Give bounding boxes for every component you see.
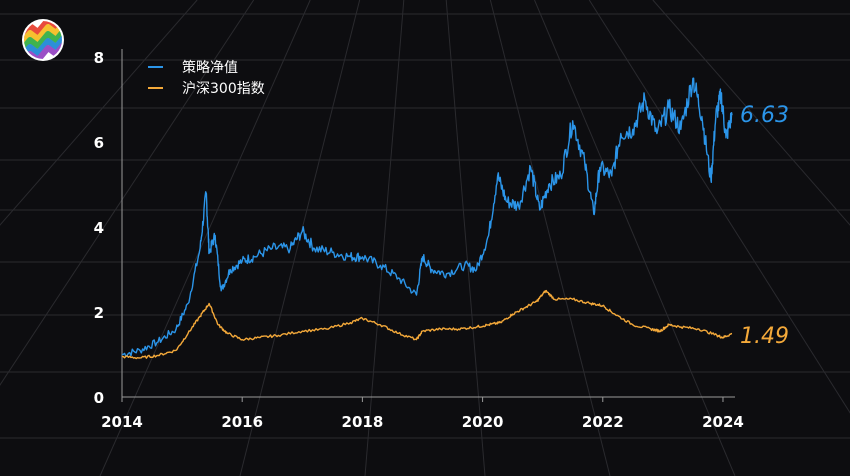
grid-v-line xyxy=(0,0,255,386)
grid-v-line xyxy=(652,0,850,226)
y-tick-label: 4 xyxy=(94,219,104,237)
series-line-index xyxy=(122,289,733,360)
grid-v-line xyxy=(445,0,486,476)
x-tick-label: 2018 xyxy=(342,413,384,431)
end-value-strategy: 6.63 xyxy=(740,103,789,128)
x-tick-label: 2014 xyxy=(101,413,143,431)
legend-label-strategy: 策略净值 xyxy=(182,59,238,76)
end-value-index: 1.49 xyxy=(740,324,789,349)
grid-v-line xyxy=(0,0,198,226)
rainbow-wave-logo-icon xyxy=(22,19,64,61)
grid-v-line xyxy=(588,0,850,414)
legend-label-index: 沪深300指数 xyxy=(182,81,265,97)
axes: 0 2 4 6 8 2014 2016 2018 2020 2022 2024 xyxy=(94,49,744,431)
grid-v-line xyxy=(489,0,611,476)
y-tick-label: 8 xyxy=(94,49,104,67)
x-tick-label: 2022 xyxy=(582,413,624,431)
logo-stripes xyxy=(24,21,62,59)
legend: 策略净值 沪深300指数 xyxy=(148,59,265,97)
y-tick-label: 2 xyxy=(94,304,104,322)
x-tick-label: 2024 xyxy=(702,413,744,431)
series-lines xyxy=(121,77,733,360)
grid-v-line xyxy=(364,0,405,476)
logo-stripe xyxy=(24,33,62,59)
x-tick-label: 2020 xyxy=(462,413,504,431)
x-tick-label: 2016 xyxy=(221,413,263,431)
series-line-strategy xyxy=(121,77,733,358)
logo-stripe xyxy=(24,26,62,54)
y-tick-label: 6 xyxy=(94,134,104,152)
logo-stripe xyxy=(24,21,62,47)
y-tick-label: 0 xyxy=(94,389,104,407)
